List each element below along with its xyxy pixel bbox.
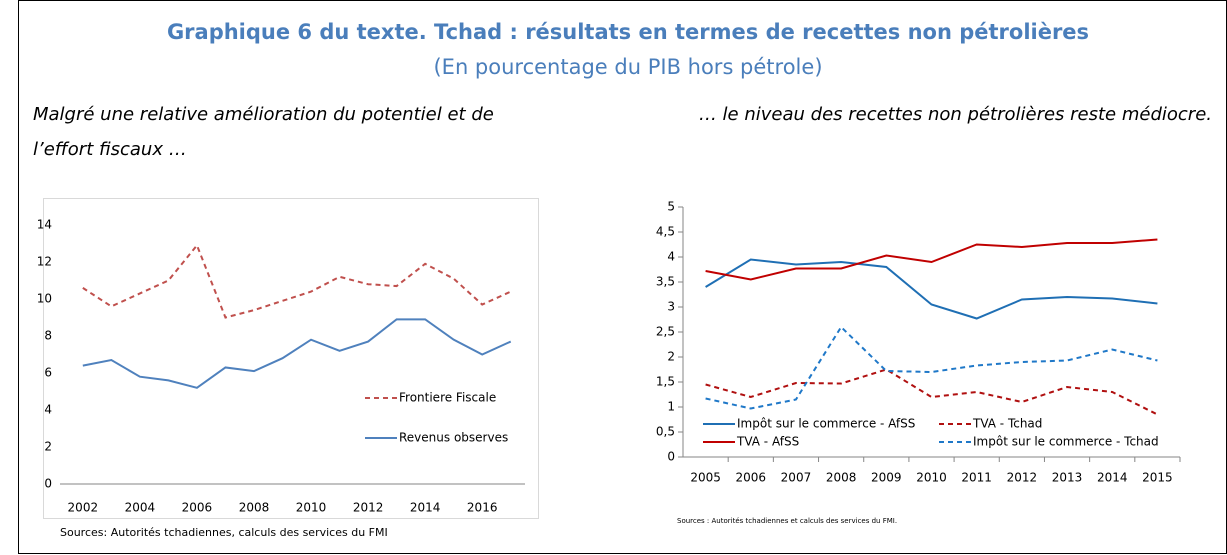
y-tick-label: 0,5 <box>656 425 675 439</box>
x-tick-label: 2002 <box>68 501 99 515</box>
y-tick-label: 10 <box>37 292 52 306</box>
y-tick-label: 4,5 <box>656 225 675 239</box>
legend-label: TVA - AfSS <box>736 435 799 449</box>
x-tick-label: 2008 <box>826 471 857 485</box>
x-tick-label: 2010 <box>296 501 327 515</box>
legend-label: Frontiere Fiscale <box>399 391 496 405</box>
series-line <box>82 243 512 319</box>
legend-label: Revenus observes <box>399 431 508 445</box>
x-tick-label: 2012 <box>1007 471 1038 485</box>
y-tick-label: 1,5 <box>656 375 675 389</box>
x-tick-label: 2014 <box>1097 471 1128 485</box>
x-tick-label: 2010 <box>916 471 947 485</box>
y-tick-label: 0 <box>44 477 52 491</box>
frame <box>18 0 1227 554</box>
y-tick-label: 3,5 <box>656 275 675 289</box>
x-tick-label: 2006 <box>735 471 766 485</box>
series-line <box>705 238 1158 281</box>
y-tick-label: 2 <box>44 440 52 454</box>
y-tick-label: 4 <box>44 403 52 417</box>
legend-label: Impôt sur le commerce - Tchad <box>973 435 1159 449</box>
page-title: Graphique 6 du texte. Tchad : résultats … <box>167 20 1089 44</box>
source-note: Sources : Autorités tchadiennes et calcu… <box>677 517 897 525</box>
y-tick-label: 0 <box>667 450 675 464</box>
x-tick-label: 2013 <box>1052 471 1083 485</box>
y-tick-label: 8 <box>44 329 52 343</box>
y-tick-label: 14 <box>37 218 52 232</box>
y-tick-label: 12 <box>37 255 52 269</box>
y-tick-label: 5 <box>667 200 675 214</box>
y-tick-label: 2,5 <box>656 325 675 339</box>
x-tick-label: 2016 <box>467 501 498 515</box>
page-subtitle: (En pourcentage du PIB hors pétrole) <box>433 55 822 79</box>
series-line <box>705 325 1158 410</box>
chart-subtitle: Malgré une relative amélioration du pote… <box>33 104 494 160</box>
y-tick-label: 6 <box>44 366 52 380</box>
y-tick-label: 1 <box>667 400 675 414</box>
x-tick-label: 2012 <box>353 501 384 515</box>
x-tick-label: 2011 <box>961 471 992 485</box>
x-tick-label: 2006 <box>182 501 213 515</box>
x-tick-label: 2007 <box>781 471 812 485</box>
chart-area <box>43 198 539 519</box>
series-line <box>82 318 512 389</box>
source-note: Sources: Autorités tchadiennes, calculs … <box>60 526 388 539</box>
x-tick-label: 2008 <box>239 501 270 515</box>
series-line <box>705 368 1158 416</box>
x-tick-label: 2015 <box>1142 471 1173 485</box>
legend-label: TVA - Tchad <box>972 417 1042 431</box>
y-tick-label: 3 <box>667 300 675 314</box>
chart-subtitle: … le niveau des recettes non pétrolières… <box>699 104 1212 125</box>
y-tick-label: 4 <box>667 250 675 264</box>
y-tick-label: 2 <box>667 350 675 364</box>
legend-label: Impôt sur le commerce - AfSS <box>737 417 915 431</box>
series-line <box>705 258 1158 320</box>
x-tick-label: 2009 <box>871 471 902 485</box>
x-tick-label: 2005 <box>690 471 721 485</box>
x-tick-label: 2014 <box>410 501 441 515</box>
x-tick-label: 2004 <box>125 501 156 515</box>
